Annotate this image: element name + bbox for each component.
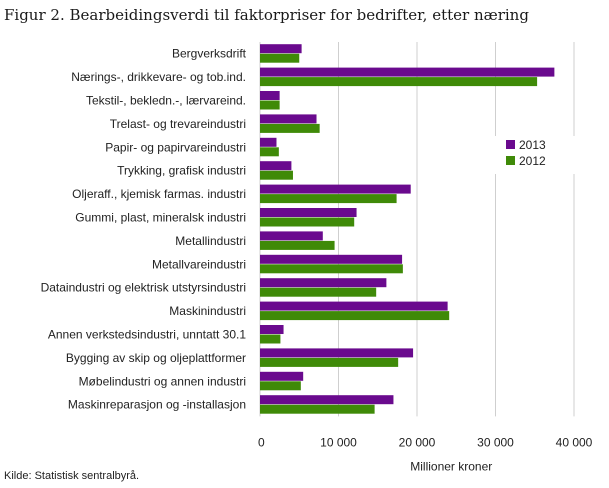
x-tick-label: 40 000	[556, 435, 593, 449]
category-label: Metallvareindustri	[152, 257, 246, 271]
bar-2013	[260, 91, 280, 100]
x-tick-labels: 0 10 000 20 000 30 000 40 000	[258, 435, 593, 449]
category-label: Oljeraff., kjemisk farmas. industri	[72, 187, 246, 201]
bar-2013	[260, 325, 284, 334]
bar-2013	[260, 301, 448, 311]
bar-2013	[260, 208, 357, 217]
category-label: Trykking, grafisk industri	[117, 164, 246, 178]
bar-2013	[260, 371, 304, 381]
bar-2012	[260, 240, 335, 250]
category-label: Papir- og papirvareindustri	[105, 140, 246, 154]
category-label: Nærings-, drikkevare- og tob.ind.	[71, 70, 246, 84]
category-label: Bergverksdrift	[172, 47, 247, 61]
category-label: Møbelindustri og annen industri	[79, 374, 246, 388]
bar-2013	[260, 184, 411, 194]
category-label: Bygging av skip og oljeplattformer	[66, 351, 246, 365]
bar-2012	[260, 404, 375, 414]
bar-2013	[260, 231, 323, 241]
bar-2012	[260, 100, 280, 110]
x-tick-label: 0	[258, 435, 265, 449]
bar-2012	[260, 334, 281, 344]
category-label: Tekstil-, bekledn.-, lærvareind.	[86, 94, 246, 108]
category-label: Dataindustri og elektrisk utstyrsindustr…	[41, 281, 246, 295]
legend-label-2012: 2012	[519, 154, 546, 168]
category-label: Maskinindustri	[169, 304, 246, 318]
bars	[260, 44, 555, 414]
bar-2013	[260, 395, 394, 405]
bar-2012	[260, 287, 377, 297]
category-label: Maskinreparasjon og -installasjon	[68, 398, 246, 412]
source-note: Kilde: Statistisk sentralbyrå.	[4, 470, 140, 482]
bar-2012	[260, 53, 300, 63]
bar-2013	[260, 254, 403, 264]
bar-2012	[260, 77, 538, 87]
x-axis-title: Millioner kroner	[410, 459, 492, 473]
category-label: Gummi, plast, mineralsk industri	[75, 211, 246, 225]
bar-2013	[260, 44, 302, 54]
bar-2013	[260, 278, 387, 288]
bar-2013	[260, 137, 277, 147]
legend-swatch-2012	[506, 156, 515, 165]
x-tick-label: 20 000	[399, 435, 436, 449]
legend-swatch-2013	[506, 140, 515, 149]
bar-2012	[260, 123, 320, 133]
bar-2012	[260, 217, 355, 227]
legend-label-2013: 2013	[519, 138, 546, 152]
category-label: Metallindustri	[175, 234, 246, 248]
category-label: Annen verkstedsindustri, unntatt 30.1	[48, 328, 246, 342]
bar-2012	[260, 147, 279, 157]
bar-2012	[260, 170, 293, 180]
bar-2012	[260, 357, 399, 367]
x-tick-label: 30 000	[477, 435, 514, 449]
bar-2013	[260, 161, 292, 171]
legend: 2013 2012	[492, 136, 576, 174]
bar-2012	[260, 194, 397, 204]
bar-2012	[260, 381, 301, 391]
bar-2013	[260, 67, 555, 77]
bar-2013	[260, 114, 317, 124]
bar-2012	[260, 264, 403, 274]
bar-2013	[260, 348, 414, 358]
chart-title: Figur 2. Bearbeidingsverdi til faktorpri…	[4, 6, 529, 24]
x-tick-label: 10 000	[320, 435, 357, 449]
category-label: Trelast- og trevareindustri	[110, 117, 246, 131]
bar-2012	[260, 311, 450, 321]
category-labels: Bergverksdrift Nærings-, drikkevare- og t…	[41, 47, 247, 412]
